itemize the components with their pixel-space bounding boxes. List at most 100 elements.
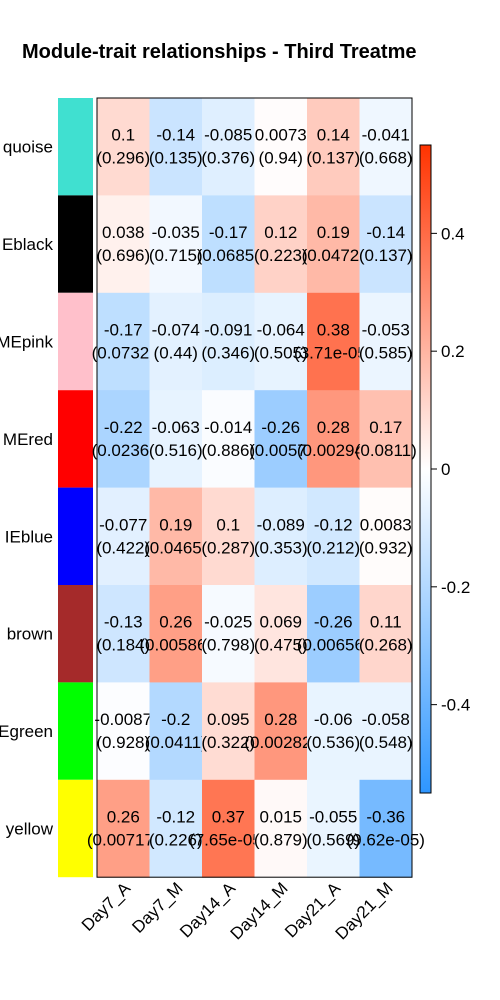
module-swatch-0 [58,98,93,196]
heatmap-cell-2-0 [97,292,150,391]
module-swatch-3 [58,390,93,488]
cell-value-5-1: 0.26 [159,613,192,632]
cell-value-6-2: 0.095 [207,710,250,729]
heatmap-cell-3-2 [202,390,255,489]
cell-pvalue-2-3: (0.505) [254,344,308,363]
heatmap-cell-3-3 [254,390,308,489]
column-label-5: Day21_M [332,879,397,944]
colorbar-tick-label-0: -0.4 [441,696,470,715]
cell-pvalue-2-0: (0.0732) [92,344,155,363]
heatmap-cell-4-4 [307,487,360,586]
heatmap-cell-2-2 [202,292,255,391]
cell-value-6-5: -0.058 [362,710,410,729]
cell-pvalue-3-5: (0.0811) [355,441,417,460]
row-label-4: IEblue [5,527,53,546]
row-label-5: brown [7,625,53,644]
heatmap-cell-0-1 [149,98,203,196]
module-swatch-2 [58,292,93,391]
cell-value-0-3: 0.0073 [255,126,307,145]
heatmap-cell-1-0 [97,195,150,294]
module-color-swatches [58,98,93,878]
heatmap-cell-6-0 [97,682,150,781]
cell-value-5-4: -0.26 [314,613,353,632]
heatmap-cell-4-1 [149,487,203,586]
heatmap-cell-7-0 [97,779,150,878]
cell-value-5-5: 0.11 [370,613,402,632]
module-swatch-7 [58,779,93,878]
cell-value-0-1: -0.14 [156,126,195,145]
heatmap-cell-7-1 [149,779,203,878]
heatmap-cell-3-4 [307,390,360,489]
cell-pvalue-2-4: (3.71e-05) [294,344,372,363]
cell-value-1-2: -0.17 [209,223,248,242]
heatmap-cell-6-1 [149,682,203,781]
heatmap-cell-1-3 [254,195,308,294]
cell-pvalue-3-3: (0.0057) [249,441,312,460]
cell-pvalue-7-0: (0.00717) [87,831,160,850]
cell-pvalue-5-0: (0.184) [96,636,150,655]
cell-value-2-4: 0.38 [317,321,350,340]
row-label-6: Egreen [0,722,53,741]
cell-value-0-4: 0.14 [317,126,350,145]
heatmap-cell-2-4 [307,292,360,391]
row-label-0: quoise [3,138,53,157]
cell-pvalue-5-5: (0.268) [359,636,413,655]
heatmap-cell-3-5 [359,390,413,489]
module-swatch-4 [58,487,93,585]
cell-pvalue-4-0: (0.422) [96,538,150,557]
heatmap-cell-7-2 [202,779,255,878]
cell-pvalue-1-4: (0.0472) [302,246,365,265]
cell-value-3-4: 0.28 [317,418,350,437]
heatmap-cell-1-4 [307,195,360,294]
heatmap-cell-5-2 [202,585,255,683]
cell-value-7-5: -0.36 [366,808,405,827]
cell-pvalue-4-4: (0.212) [306,538,360,557]
row-label-2: MEpink [0,333,53,352]
heatmap-cell-5-4 [307,585,360,683]
heatmap-cell-0-5 [359,98,413,196]
cell-value-1-4: 0.19 [317,223,350,242]
cell-value-2-2: -0.091 [204,321,252,340]
cell-value-3-0: -0.22 [104,418,143,437]
heatmap-cell-3-0 [97,390,150,489]
cell-value-7-1: -0.12 [156,808,195,827]
colorbar-tick-label-1: -0.2 [441,578,470,597]
cell-value-3-3: -0.26 [261,418,300,437]
heatmap-cell-1-2 [202,195,255,294]
cell-pvalue-4-2: (0.287) [201,538,255,557]
cell-value-4-5: 0.0083 [360,515,412,534]
colorbar-legend: -0.4 -0.2 0 0.2 0.4 [419,144,470,794]
heatmap-cell-6-3 [254,682,308,781]
row-label-7: yellow [6,820,54,839]
column-label-3: Day14_M [227,879,292,944]
cell-pvalue-5-1: (0.00586) [139,636,212,655]
heatmap-cell-3-1 [149,390,203,489]
heatmap-cell-7-4 [307,779,360,878]
heatmap-cell-0-0 [97,98,150,196]
column-label-0: Day7_A [78,878,135,935]
row-label-3: MEred [3,430,53,449]
cell-pvalue-2-1: (0.44) [154,344,198,363]
cell-value-0-5: -0.041 [362,126,410,145]
cell-value-4-1: 0.19 [159,515,192,534]
cell-value-4-0: -0.077 [99,515,147,534]
cell-pvalue-6-2: (0.322) [201,733,255,752]
cell-pvalue-1-2: (0.0685) [197,246,260,265]
heatmap-cell-4-0 [97,487,150,586]
heatmap-cell-5-1 [149,585,203,683]
module-swatch-1 [58,195,93,293]
cell-pvalue-6-3: (0.00282) [244,733,317,752]
cell-pvalue-1-3: (0.223) [254,246,308,265]
colorbar-gradient [419,144,432,794]
colorbar-tick-label-2: 0 [441,460,450,479]
cell-pvalue-3-2: (0.886) [201,441,255,460]
cell-pvalue-6-4: (0.536) [306,733,360,752]
cell-pvalue-7-4: (0.569) [306,831,360,850]
cell-pvalue-1-0: (0.696) [96,246,150,265]
cell-value-1-5: -0.14 [366,223,405,242]
cell-pvalue-4-1: (0.0465) [144,538,207,557]
cell-pvalue-0-3: (0.94) [259,149,303,168]
cell-pvalue-7-3: (0.879) [254,831,308,850]
heatmap-cell-6-2 [202,682,255,781]
